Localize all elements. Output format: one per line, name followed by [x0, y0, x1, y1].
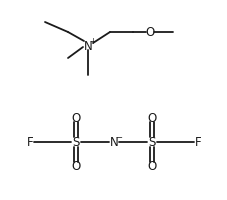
Text: O: O [71, 112, 80, 125]
Text: F: F [194, 136, 200, 149]
Text: O: O [145, 26, 154, 39]
Text: F: F [27, 136, 33, 149]
Text: O: O [71, 160, 80, 173]
Text: S: S [148, 136, 155, 149]
Text: N: N [109, 136, 118, 149]
Text: O: O [147, 160, 156, 173]
Text: −: − [115, 133, 122, 142]
Text: O: O [147, 112, 156, 125]
Text: S: S [72, 136, 79, 149]
Text: +: + [89, 36, 96, 45]
Text: N: N [83, 39, 92, 52]
